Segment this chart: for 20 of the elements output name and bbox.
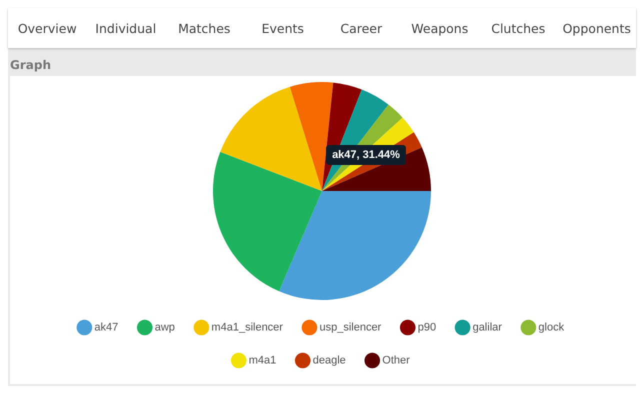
text: Events [260,20,305,36]
chart-title: Graph [9,57,52,74]
legend-label: m4a1 [248,354,276,367]
legend-label: Other [382,354,410,367]
text: Clutches [490,20,546,36]
legend-label: p90 [418,322,436,334]
text: Weapons [410,20,470,36]
legend-label: awp [154,322,175,334]
legend-label: m4a1_silencer [211,322,284,334]
legend-label: glock [538,322,565,334]
text: Matches [177,20,232,36]
text: ak47, 31.44% [332,149,400,162]
legend-label: deagle [312,354,346,367]
text: Overview [16,20,78,36]
legend-label: ak47 [94,322,118,334]
legend-label: galilar [472,322,502,334]
text: Career [339,20,384,36]
text: Opponents [562,20,632,36]
legend-label: usp_silencer [319,322,382,334]
text: Individual [94,20,158,36]
